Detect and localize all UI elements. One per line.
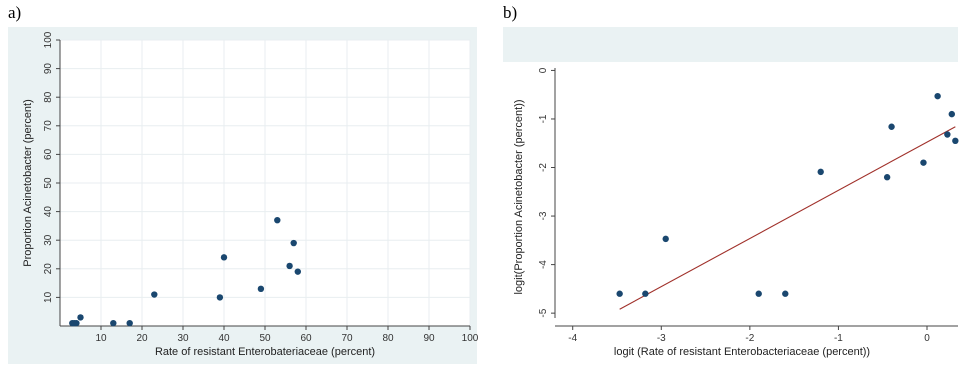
panel-a-y-axis-title: Proportion Acinetobacter (percent) xyxy=(22,99,34,267)
panel-b-y-tick-label: -3 xyxy=(538,211,549,220)
panel-b-fit-line xyxy=(619,126,956,310)
panel-b-point xyxy=(755,290,762,297)
panel-b-plot-area xyxy=(503,62,958,364)
panel-a-point xyxy=(77,314,84,321)
panel-b-points xyxy=(616,92,959,297)
panel-b-fit-line-group xyxy=(619,126,956,310)
panel-a-point xyxy=(290,239,297,247)
panel-b-point xyxy=(642,290,649,297)
panel-b-y-tick-label: 0 xyxy=(538,67,549,73)
panel-b-point xyxy=(920,159,927,166)
panel-a-point xyxy=(216,294,224,301)
panel-b-y-tick-label: -1 xyxy=(538,114,549,123)
panel-b-y-tick-label: -5 xyxy=(538,308,549,317)
panel-a-point xyxy=(257,285,265,293)
panel-b-x-tick-label: -1 xyxy=(834,333,843,344)
panel-b-point xyxy=(944,131,951,138)
panel-b-point xyxy=(948,110,955,118)
panel-b-point xyxy=(782,290,789,297)
panel-b-y-tick-label: -4 xyxy=(538,260,549,269)
panel-a-point xyxy=(151,291,158,298)
panel-a-x-tick-label: 30 xyxy=(177,333,189,344)
panel-a-y-tick-label: 20 xyxy=(43,263,54,275)
panel-a-point xyxy=(110,319,117,327)
panel-a-point xyxy=(220,254,228,261)
panel-a-points xyxy=(69,216,301,327)
panel-a-label: a) xyxy=(8,3,22,22)
panel-a-y-tick-label: 50 xyxy=(43,177,54,189)
panel-a-point xyxy=(73,319,80,327)
panel-b-point xyxy=(817,168,824,176)
panel-b-point xyxy=(934,92,941,100)
panel-a-x-axis-title: Rate of resistant Enterobateriaceae (per… xyxy=(155,346,375,358)
panel-a-x-tick-label: 60 xyxy=(300,333,312,344)
panel-a-y-tick-label: 10 xyxy=(43,291,54,303)
panel-b-x-tick-label: 0 xyxy=(924,333,930,344)
panel-b-x-tick-label: -4 xyxy=(568,333,577,344)
panel-b-point xyxy=(616,290,623,297)
panel-a-x-tick-label: 70 xyxy=(341,333,353,344)
panel-a-point xyxy=(294,268,301,275)
panel-a-y-tick-label: 70 xyxy=(43,120,54,132)
panel-a-y-tick-label: 40 xyxy=(43,206,54,218)
panel-b-x-tick-label: -2 xyxy=(745,333,754,344)
panel-a-y-tick-label: 80 xyxy=(43,91,54,103)
panel-b-point xyxy=(888,123,895,130)
panel-a-y-tick-label: 60 xyxy=(43,148,54,160)
panel-a-x-tick-label: 10 xyxy=(95,333,107,344)
panel-a-point xyxy=(274,216,281,224)
panel-b-ticks: -4 -3 -2 -1 0 0 -1 -2 -3 -4 -5 xyxy=(538,67,930,344)
panel-a-point xyxy=(286,262,293,270)
panel-a-y-tick-label: 30 xyxy=(43,234,54,246)
panel-a-grid xyxy=(60,39,471,326)
panel-a-ticks: 10 20 30 40 50 60 70 80 90 100 10 20 30 40 50 60 70 80 90 1… xyxy=(43,31,479,344)
panel-b-x-axis-title: logit (Rate of resistant Enterobacteriac… xyxy=(614,346,870,358)
panel-a-x-tick-label: 50 xyxy=(259,333,271,344)
panel-a-x-tick-label: 80 xyxy=(382,333,394,344)
panel-a-y-tick-label: 100 xyxy=(43,31,54,48)
panel-a-x-tick-label: 90 xyxy=(423,333,435,344)
panel-a-x-tick-label: 100 xyxy=(462,333,479,344)
panel-b-point xyxy=(952,137,959,145)
panel-b-y-tick-label: -2 xyxy=(538,163,549,172)
panel-b-x-tick-label: -3 xyxy=(657,333,666,344)
panel-a-y-tick-label: 90 xyxy=(43,63,54,75)
panel-b-point xyxy=(883,174,891,181)
panel-b-point xyxy=(662,235,669,243)
panel-a-point xyxy=(126,319,133,327)
panel-a-x-tick-label: 20 xyxy=(136,333,148,344)
panel-a-x-tick-label: 40 xyxy=(218,333,230,344)
panel-b-label: b) xyxy=(503,3,518,22)
panel-b-y-axis-title: logit(Proportion Acinetobacter (percent)… xyxy=(513,99,525,294)
